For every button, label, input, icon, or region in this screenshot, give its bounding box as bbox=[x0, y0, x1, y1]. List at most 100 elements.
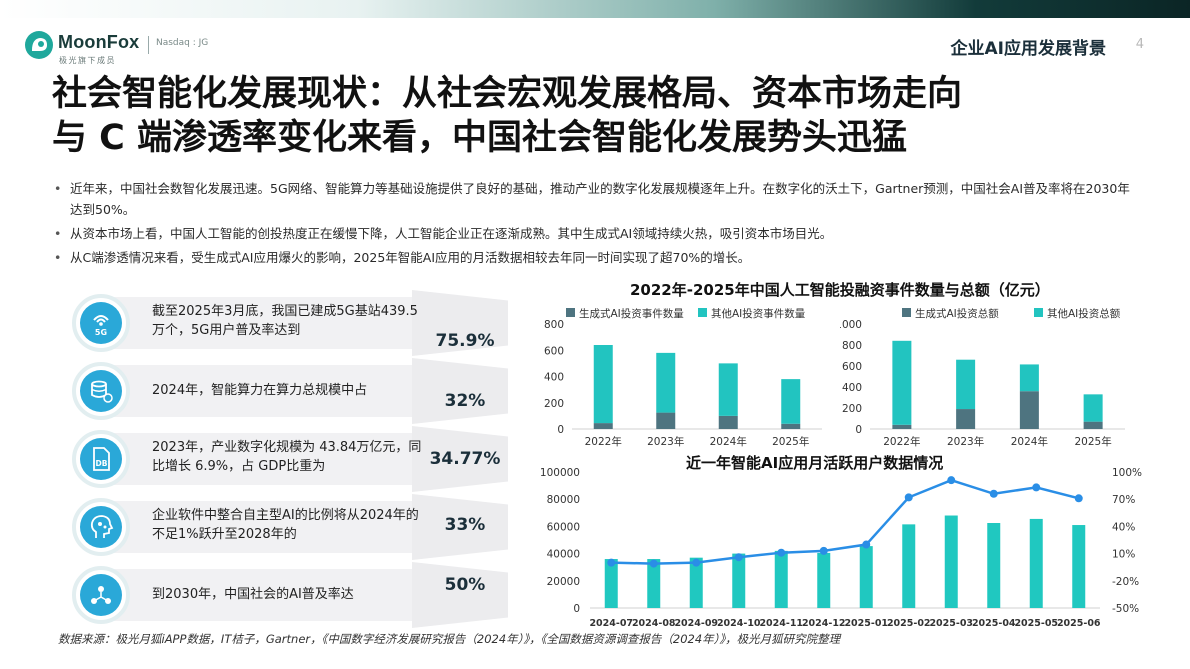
mau-bar bbox=[902, 524, 916, 608]
kpi-text: 企业软件中整合自主型AI的比例将从2024年的不足1%跃升至2028年的 bbox=[152, 508, 419, 542]
bar-segment bbox=[956, 409, 976, 429]
mau-bar bbox=[689, 557, 703, 608]
x-tick-label: 2022年 bbox=[883, 435, 920, 448]
mau-bar bbox=[859, 546, 873, 608]
x-tick-label: 2025-04 bbox=[972, 618, 1016, 629]
y-tick-label: 40000 bbox=[547, 549, 580, 561]
kpi-card: 到2030年，中国社会的AI普及率达 50% bbox=[60, 562, 510, 628]
y-tick-label: 600 bbox=[544, 345, 564, 357]
mau-bar bbox=[944, 515, 958, 608]
y-tick-label: 1000 bbox=[840, 319, 862, 331]
growth-point bbox=[607, 558, 616, 567]
bar-segment bbox=[718, 363, 738, 416]
bar-segment bbox=[593, 345, 613, 424]
bullet-item: 近年来，中国社会数智化发展迅速。5G网络、智能算力等基础设施提供了良好的基础，推… bbox=[52, 178, 1142, 220]
mau-bar bbox=[987, 523, 1001, 608]
legend-swatch bbox=[1034, 308, 1043, 317]
mau-bar bbox=[647, 559, 661, 608]
x-tick-label: 2024-10 bbox=[717, 618, 761, 629]
kpi-value: 33% bbox=[444, 515, 486, 535]
x-tick-label: 2024-12 bbox=[802, 618, 846, 629]
bar-segment bbox=[892, 340, 912, 425]
x-tick-label: 2024-08 bbox=[632, 618, 676, 629]
x-tick-label: 2025-05 bbox=[1014, 618, 1058, 629]
data-source-note: 数据来源：极光月狐iAPP数据，IT桔子，Gartner，《中国数字经济发展研究… bbox=[58, 632, 841, 646]
x-tick-label: 2024-11 bbox=[759, 618, 803, 629]
growth-point bbox=[692, 558, 701, 567]
kpi-icon-label: 5G bbox=[95, 328, 107, 337]
growth-point bbox=[819, 546, 828, 555]
logo-divider bbox=[148, 36, 149, 54]
kpi-card: 企业软件中整合自主型AI的比例将从2024年的不足1%跃升至2028年的 33% bbox=[60, 494, 510, 560]
x-tick-label: 2023年 bbox=[947, 435, 984, 448]
growth-point bbox=[1074, 494, 1083, 503]
bar-segment bbox=[718, 415, 738, 429]
x-tick-label: 2025-01 bbox=[844, 618, 888, 629]
mau-bar bbox=[1029, 518, 1043, 608]
brand-subtitle: 极光旗下成员 bbox=[59, 56, 116, 65]
legend-swatch bbox=[698, 308, 707, 317]
x-tick-label: 2024-09 bbox=[674, 618, 718, 629]
y2-tick-label: 10% bbox=[1112, 549, 1135, 561]
invest-amount-chart: 生成式AI投资总额 其他AI投资总额 1000 800 600 400 200 0 2022年 2… bbox=[840, 307, 1125, 448]
bar-segment bbox=[1019, 391, 1039, 429]
x-tick-label: 2024年 bbox=[1011, 435, 1048, 448]
mau-bar bbox=[774, 550, 788, 608]
kpi-card: 5G 截至2025年3月底，我国已建成5G基站439.5万个，5G用户普及率达到… bbox=[60, 290, 510, 356]
legend-label: 生成式AI投资总额 bbox=[915, 307, 999, 320]
y2-tick-label: 100% bbox=[1112, 467, 1142, 479]
bar-segment bbox=[1083, 394, 1103, 422]
moonfox-logo-icon bbox=[25, 31, 53, 59]
bar-segment bbox=[656, 352, 676, 413]
growth-point bbox=[777, 548, 786, 557]
growth-point bbox=[904, 493, 913, 502]
legend-label: 其他AI投资事件数量 bbox=[711, 307, 806, 320]
growth-point bbox=[1032, 483, 1041, 492]
mau-bar bbox=[1072, 525, 1086, 608]
page-number: 4 bbox=[1135, 37, 1144, 52]
kpi-value: 50% bbox=[444, 575, 486, 595]
kpi-text: 到2030年，中国社会的AI普及率达 bbox=[152, 587, 354, 602]
growth-point bbox=[989, 489, 998, 498]
y-tick-label: 200 bbox=[544, 398, 564, 410]
y2-tick-label: -20% bbox=[1112, 576, 1139, 588]
kpi-card: DB 2023年，产业数字化规模为 43.84万亿元，同比增长 6.9%，占 G… bbox=[60, 426, 510, 492]
ai-head-icon bbox=[80, 506, 122, 548]
kpi-text: 2024年，智能算力在算力总规模中占 bbox=[152, 383, 368, 398]
x-tick-label: 2023年 bbox=[647, 435, 684, 448]
growth-point bbox=[947, 476, 956, 485]
y-tick-label: 800 bbox=[544, 319, 564, 331]
legend-label: 其他AI投资总额 bbox=[1047, 307, 1121, 320]
bar-segment bbox=[1083, 421, 1103, 429]
growth-point bbox=[862, 540, 871, 549]
y-tick-label: 400 bbox=[842, 382, 862, 394]
title-line-1: 社会智能化发展现状：从社会宏观发展格局、资本市场走向 bbox=[52, 74, 963, 114]
mau-chart-title: 近一年智能AI应用月活跃用户数据情况 bbox=[686, 454, 944, 472]
bar-segment bbox=[956, 359, 976, 410]
y-tick-label: 60000 bbox=[547, 521, 580, 533]
x-tick-label: 2025-03 bbox=[929, 618, 973, 629]
x-tick-label: 2025年 bbox=[772, 435, 809, 448]
invest-count-chart: 生成式AI投资事件数量 其他AI投资事件数量 800 600 400 200 0 2022年 2… bbox=[544, 307, 822, 448]
kpi-list: 5G 截至2025年3月底，我国已建成5G基站439.5万个，5G用户普及率达到… bbox=[60, 290, 510, 632]
kpi-value: 34.77% bbox=[429, 449, 501, 469]
legend-label: 生成式AI投资事件数量 bbox=[579, 307, 684, 320]
y-tick-label: 0 bbox=[557, 424, 564, 436]
x-tick-label: 2024-07 bbox=[589, 618, 633, 629]
bar-segment bbox=[781, 423, 801, 429]
bar-segment bbox=[892, 424, 912, 429]
mau-bar bbox=[732, 553, 746, 608]
stock-ticker: Nasdaq : JG bbox=[156, 38, 209, 48]
kpi-card: 2024年，智能算力在算力总规模中占 32% bbox=[60, 358, 510, 424]
growth-line bbox=[611, 478, 1080, 565]
bar-segment bbox=[593, 423, 613, 429]
y2-tick-label: 70% bbox=[1112, 494, 1135, 506]
db-document-icon: DB bbox=[80, 438, 122, 480]
x-tick-label: 2024年 bbox=[710, 435, 747, 448]
y-tick-label: 0 bbox=[855, 424, 862, 436]
invest-chart-title: 2022年-2025年中国人工智能投融资事件数量与总额（亿元） bbox=[630, 281, 1050, 299]
summary-bullets: 近年来，中国社会数智化发展迅速。5G网络、智能算力等基础设施提供了良好的基础，推… bbox=[52, 178, 1142, 271]
y-tick-label: 0 bbox=[573, 603, 580, 615]
x-tick-label: 2025年 bbox=[1075, 435, 1112, 448]
legend-swatch bbox=[902, 308, 911, 317]
